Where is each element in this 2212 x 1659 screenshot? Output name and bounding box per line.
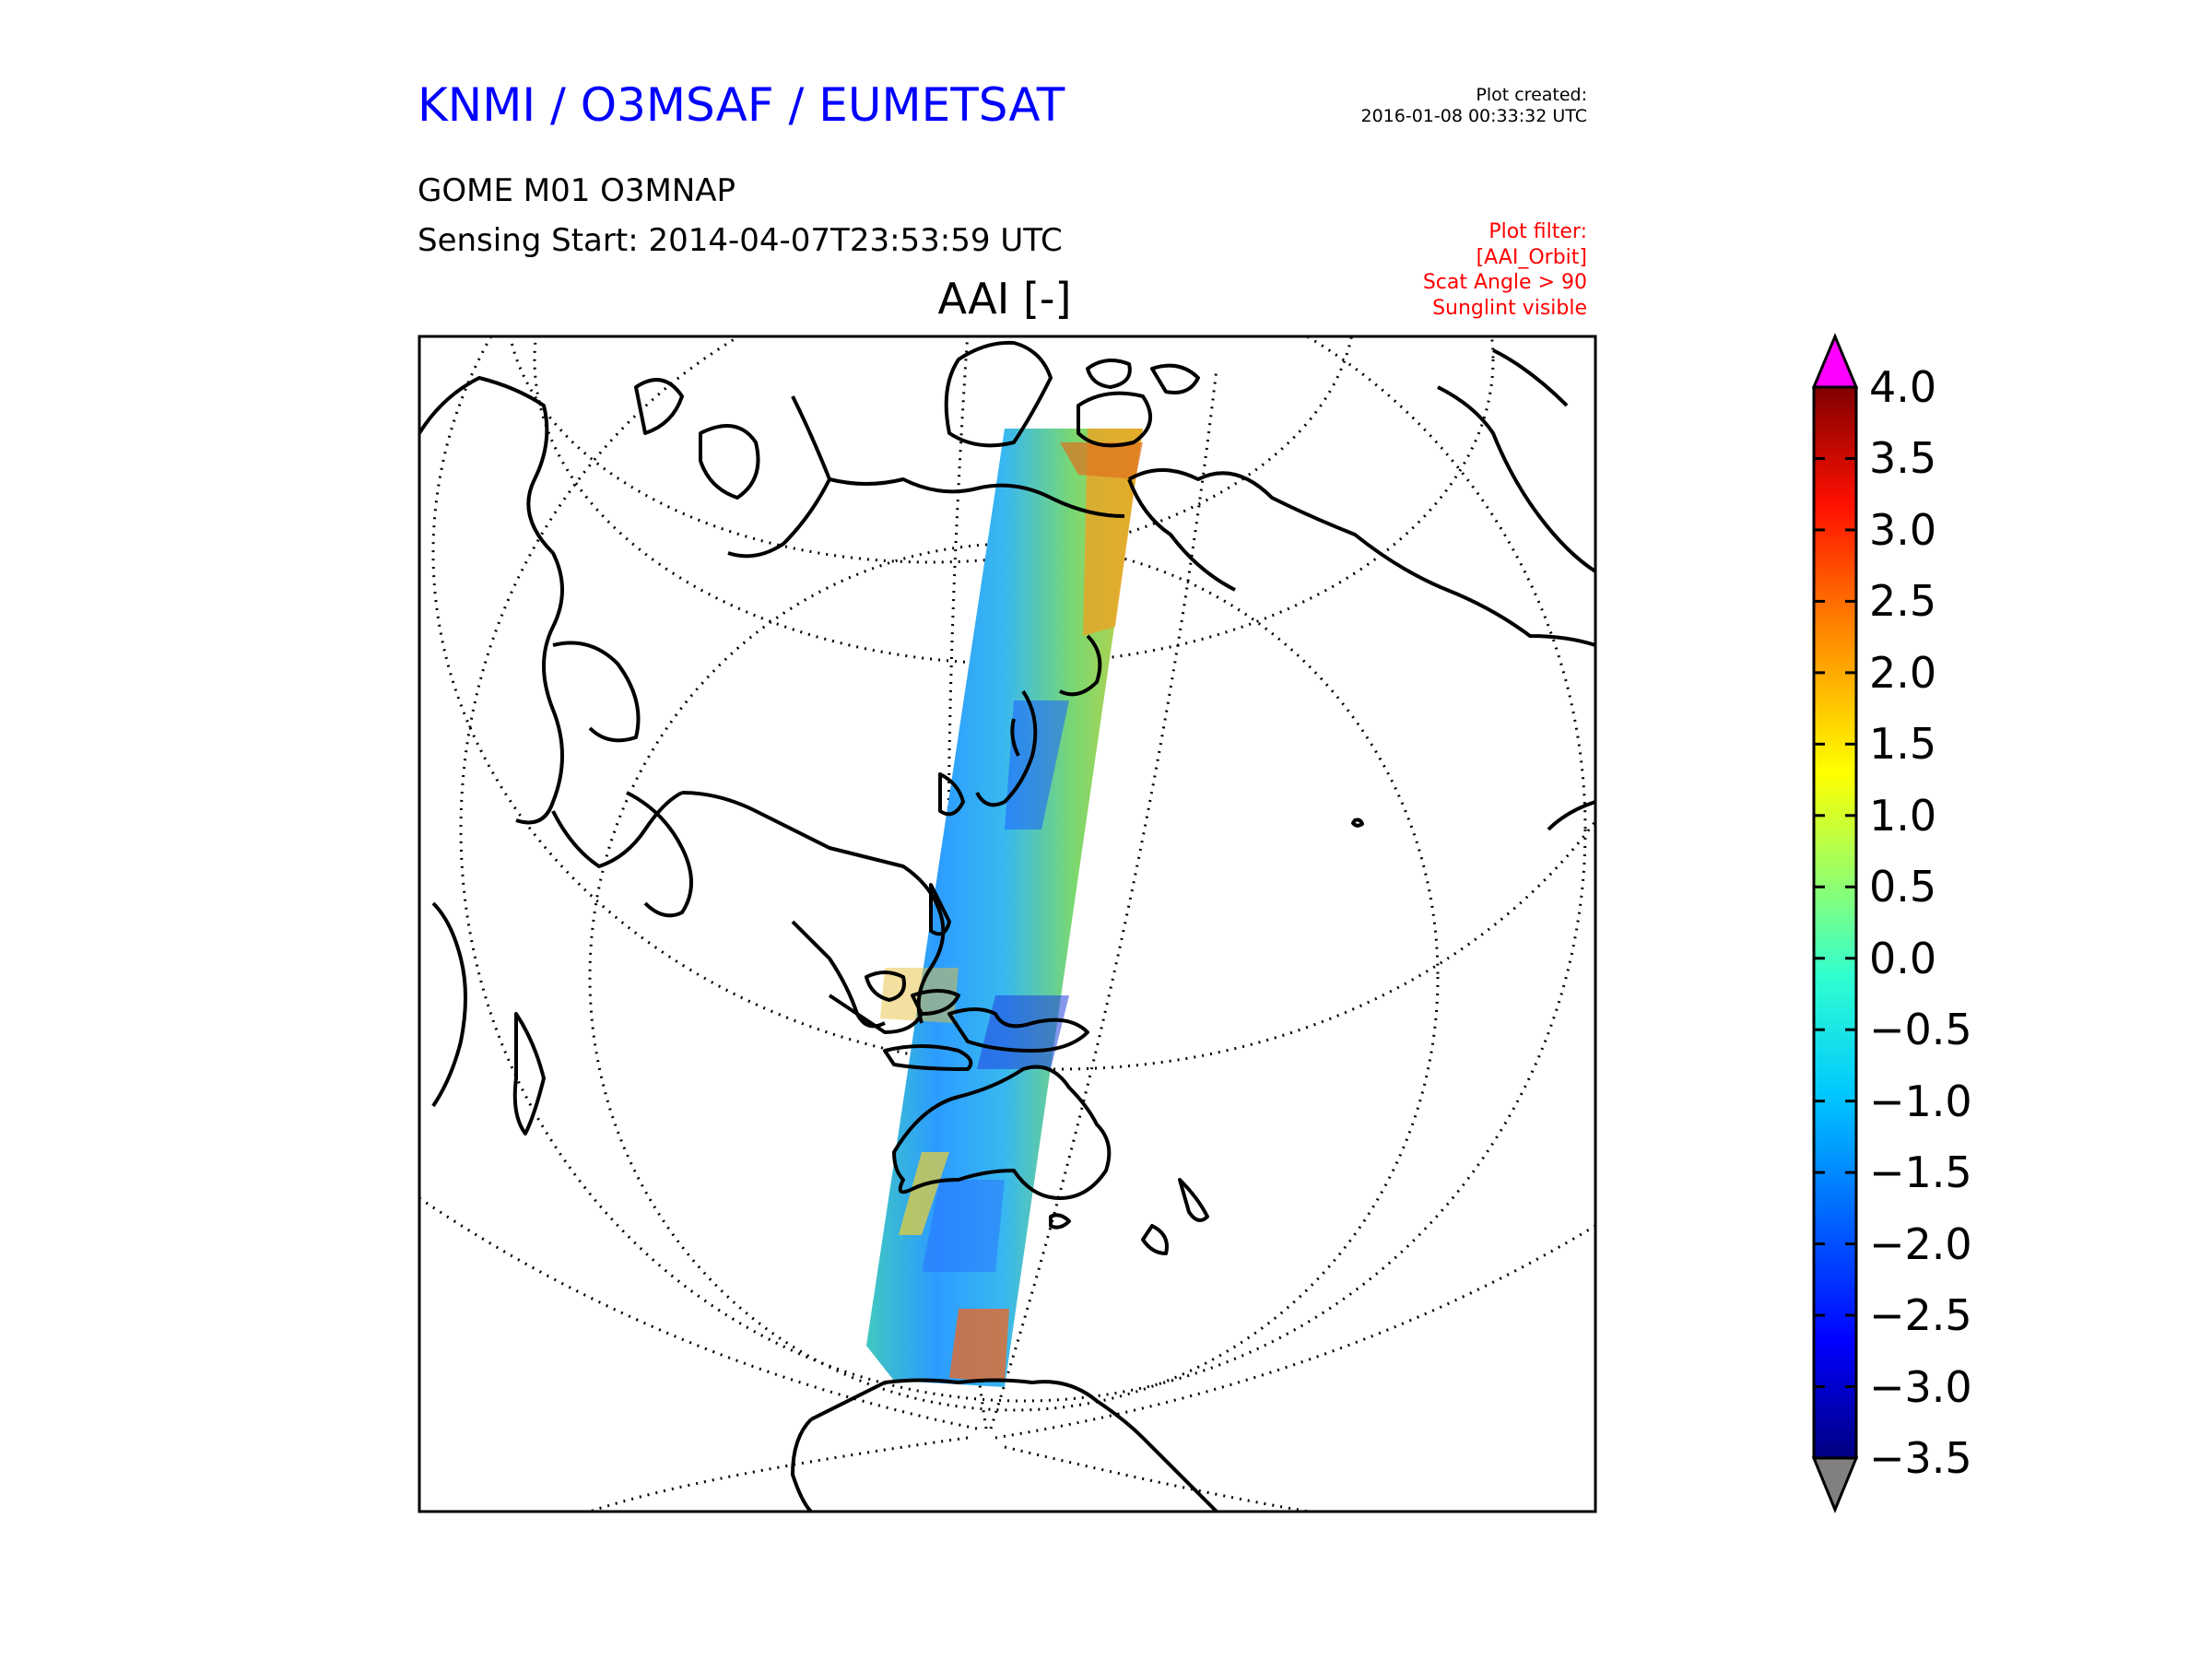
colorbar-under-triangle [1811, 1456, 1859, 1513]
plot-filter-line: Plot filter: [1488, 220, 1587, 243]
plot-created-label: Plot created: [1476, 85, 1587, 105]
colorbar-tick-label: −1.5 [1869, 1147, 1972, 1198]
colorbar-tick-label: −3.5 [1869, 1433, 1972, 1483]
plot-filter-line: Sunglint visible [1432, 296, 1587, 320]
colorbar-tick-label: 3.0 [1869, 504, 1937, 555]
plot-created-time: 2016-01-08 00:33:32 UTC [1360, 106, 1588, 126]
colorbar-tick-label: −1.0 [1869, 1076, 1972, 1126]
colorbar-tick-label: 0.0 [1869, 933, 1937, 983]
colorbar-tick-label: 1.0 [1869, 790, 1937, 841]
meridians [419, 336, 1595, 1512]
map-area [419, 336, 1595, 1512]
coastlines [419, 340, 1595, 1512]
colorbar-tick-label: −2.0 [1869, 1218, 1972, 1269]
plot-filter-line: Scat Angle > 90 [1422, 271, 1587, 294]
map-title: AAI [-] [937, 274, 1072, 324]
plot-created-stamp: Plot created: 2016-01-08 00:33:32 UTC [1218, 85, 1588, 127]
organization-title: KNMI / O3MSAF / EUMETSAT [418, 78, 1065, 132]
plot-filter: Plot filter: [AAI_Orbit] Scat Angle > 90… [1218, 219, 1587, 321]
colorbar-tick-label: 0.5 [1869, 862, 1937, 912]
colorbar-over-triangle [1811, 333, 1859, 389]
colorbar-tick-label: 4.0 [1869, 362, 1937, 412]
map-frame [418, 335, 1597, 1513]
colorbar [1811, 333, 1859, 1513]
colorbar-gradient [1812, 385, 1858, 1460]
sensing-start: Sensing Start: 2014-04-07T23:53:59 UTC [418, 222, 1063, 259]
colorbar-tick-label: 1.5 [1869, 719, 1937, 770]
colorbar-tick-label: 2.0 [1869, 647, 1937, 698]
colorbar-tick-label: −2.5 [1869, 1290, 1972, 1341]
plot-filter-line: [AAI_Orbit] [1476, 245, 1587, 269]
colorbar-tick-label: 2.5 [1869, 576, 1937, 627]
product-line: GOME M01 O3MNAP [418, 172, 736, 209]
colorbar-tick-label: −3.0 [1869, 1361, 1972, 1412]
colorbar-tick-label: 3.5 [1869, 433, 1937, 484]
colorbar-tick-label: −0.5 [1869, 1005, 1972, 1055]
